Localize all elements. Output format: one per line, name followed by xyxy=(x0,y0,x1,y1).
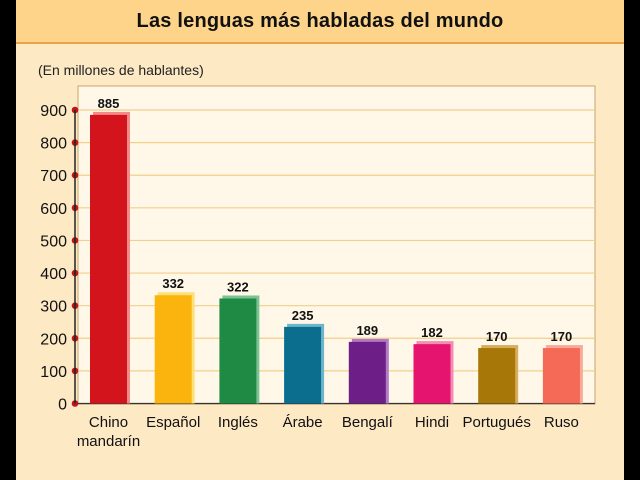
title-bar: Las lenguas más habladas del mundo xyxy=(16,0,624,44)
data-label: 235 xyxy=(292,308,314,323)
y-axis-unit-label: (En millones de hablantes) xyxy=(38,62,204,78)
x-tick-label: Hindi xyxy=(415,414,449,431)
data-label: 189 xyxy=(356,323,378,338)
bar xyxy=(219,298,257,404)
x-tick-label: mandarín xyxy=(77,433,140,450)
y-tick-label: 500 xyxy=(40,233,67,250)
x-tick-label: Inglés xyxy=(218,414,258,431)
bar xyxy=(90,114,127,404)
y-tick-label: 600 xyxy=(40,201,67,218)
y-tick-label: 0 xyxy=(58,397,67,414)
x-axis-labels: Chino mandarín Español Inglés Árabe Bengalí Hi… xyxy=(77,414,579,450)
data-label: 332 xyxy=(162,276,184,291)
bar xyxy=(348,341,386,404)
x-tick-label: Chino xyxy=(89,414,128,431)
x-tick-label: Portugués xyxy=(463,414,531,431)
y-tick-label: 400 xyxy=(40,266,67,283)
bar xyxy=(284,326,322,404)
bars: 885 332 322 235 189 182 170 170 xyxy=(90,96,583,404)
y-tick-label: 200 xyxy=(40,331,67,348)
y-tick-label: 300 xyxy=(40,299,67,316)
bar xyxy=(413,344,451,404)
chart-title: Las lenguas más habladas del mundo xyxy=(136,9,504,32)
bar xyxy=(154,295,192,404)
y-tick-label: 100 xyxy=(40,364,67,381)
data-label: 182 xyxy=(421,325,443,340)
data-label: 322 xyxy=(227,279,249,294)
bar xyxy=(542,348,580,404)
data-label: 885 xyxy=(98,96,120,111)
data-label: 170 xyxy=(551,329,573,344)
y-tick-label: 700 xyxy=(40,168,67,185)
y-tick-label: 900 xyxy=(40,103,67,120)
bar xyxy=(478,348,516,404)
x-tick-label: Árabe xyxy=(283,414,323,431)
y-tick-label: 800 xyxy=(40,136,67,153)
x-tick-label: Bengalí xyxy=(342,414,394,431)
x-tick-label: Ruso xyxy=(544,414,579,431)
x-tick-label: Español xyxy=(146,414,200,431)
data-label: 170 xyxy=(486,329,508,344)
